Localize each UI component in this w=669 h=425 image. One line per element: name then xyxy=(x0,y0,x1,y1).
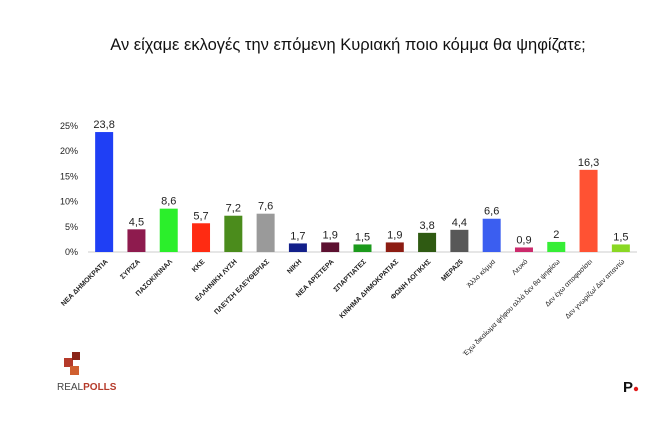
bar xyxy=(418,232,437,252)
category-label: ΚΙΝΗΜΑ ΔΗΜΟΚΡΑΤΙΑΣ xyxy=(339,258,401,320)
data-label: 0,9 xyxy=(516,234,531,246)
y-tick-label: 25% xyxy=(60,121,78,131)
data-label: 16,3 xyxy=(578,157,599,169)
bar xyxy=(482,218,501,252)
bar xyxy=(288,243,307,252)
y-tick-label: 5% xyxy=(65,222,78,232)
y-tick-label: 0% xyxy=(65,247,78,257)
data-label: 4,4 xyxy=(452,217,467,229)
bar xyxy=(159,208,178,252)
bar xyxy=(385,242,404,252)
y-tick-label: 10% xyxy=(60,197,78,207)
data-label: 4,5 xyxy=(129,216,144,228)
data-label: 8,6 xyxy=(161,196,176,208)
data-label: 7,6 xyxy=(258,201,273,213)
data-label: 1,7 xyxy=(290,230,305,242)
data-label: 1,5 xyxy=(613,231,628,243)
category-label: ΝΕΑ ΔΗΜΟΚΡΑΤΙΑ xyxy=(60,258,109,307)
data-label: 23,8 xyxy=(93,119,114,131)
bar xyxy=(611,244,630,252)
bar xyxy=(127,229,146,252)
bar xyxy=(547,241,566,252)
data-label: 7,2 xyxy=(226,203,241,215)
category-label: ΣΠΑΡΤΙΑΤΕΣ xyxy=(333,258,368,293)
bar xyxy=(95,132,114,252)
y-tick-label: 15% xyxy=(60,171,78,181)
bar xyxy=(353,244,372,252)
bar xyxy=(514,247,533,252)
bar xyxy=(256,213,275,252)
bar xyxy=(192,223,211,252)
svg-text:REALPOLLS: REALPOLLS xyxy=(57,382,117,393)
data-label: 3,8 xyxy=(419,220,434,232)
bar xyxy=(224,215,243,252)
category-label: ΣΥΡΙΖΑ xyxy=(119,258,142,281)
data-label: 6,6 xyxy=(484,206,499,218)
category-label: Λευκό xyxy=(510,258,529,277)
svg-text:P: P xyxy=(623,379,633,396)
category-label: ΠΛΕΥΣΗ ΕΛΕΥΘΕΡΙΑΣ xyxy=(213,258,271,316)
bar xyxy=(450,229,469,252)
realpolls-logo: REALPOLLS xyxy=(57,352,117,393)
category-label: Δεν γνωρίζω/ Δεν απαντώ xyxy=(564,257,627,320)
bar xyxy=(579,169,598,252)
data-label: 1,5 xyxy=(355,231,370,243)
y-tick-label: 20% xyxy=(60,146,78,156)
category-label: ΚΚΕ xyxy=(191,258,207,274)
data-label: 5,7 xyxy=(193,210,208,222)
bar xyxy=(321,242,340,252)
data-label: 2 xyxy=(553,229,559,241)
data-label: 1,9 xyxy=(323,229,338,241)
category-label: ΝΙΚΗ xyxy=(286,258,303,275)
category-label: ΜΕΡΑ25 xyxy=(440,258,464,282)
category-label: Άλλο κόμμα xyxy=(465,258,497,290)
chart-title: Αν είχαμε εκλογές την επόμενη Κυριακή πο… xyxy=(110,36,586,54)
brand-mark: P xyxy=(623,379,639,396)
data-label: 1,9 xyxy=(387,229,402,241)
